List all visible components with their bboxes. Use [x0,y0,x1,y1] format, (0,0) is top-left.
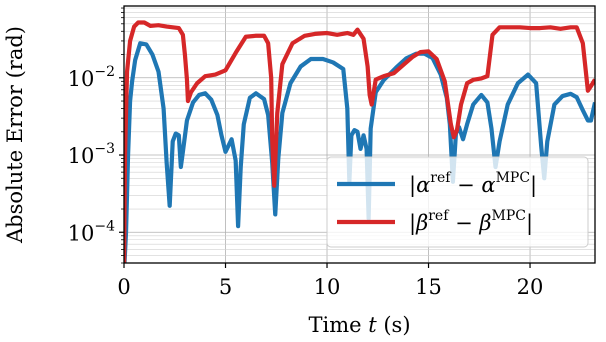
x-tick-label: 5 [219,275,232,299]
x-tick-label: 15 [415,275,442,299]
y-tick-label: 10−2 [68,64,115,91]
series-line-1 [124,41,595,263]
series-line-2 [124,20,595,263]
plot-frame [123,5,596,264]
x-axis-label: Time t (s) [308,313,410,337]
y-axis-label: Absolute Error (rad) [3,26,27,244]
legend-label-2: |βref − βMPC| [409,208,533,236]
legend-label-1: |αref − αMPC| [409,170,537,198]
y-tick-label: 10−4 [68,218,115,245]
tick-labels: 0 5 10 15 20 10−4 10−3 10−2 [68,64,544,299]
legend-box [326,156,589,248]
y-tick-label: 10−3 [68,141,115,168]
x-tick-label: 0 [117,275,130,299]
x-tick-label: 10 [314,275,341,299]
tick-marks [119,7,531,268]
series-layer [124,20,595,263]
legend: |αref − αMPC| |βref − βMPC| [326,156,589,248]
x-tick-label: 20 [517,275,544,299]
